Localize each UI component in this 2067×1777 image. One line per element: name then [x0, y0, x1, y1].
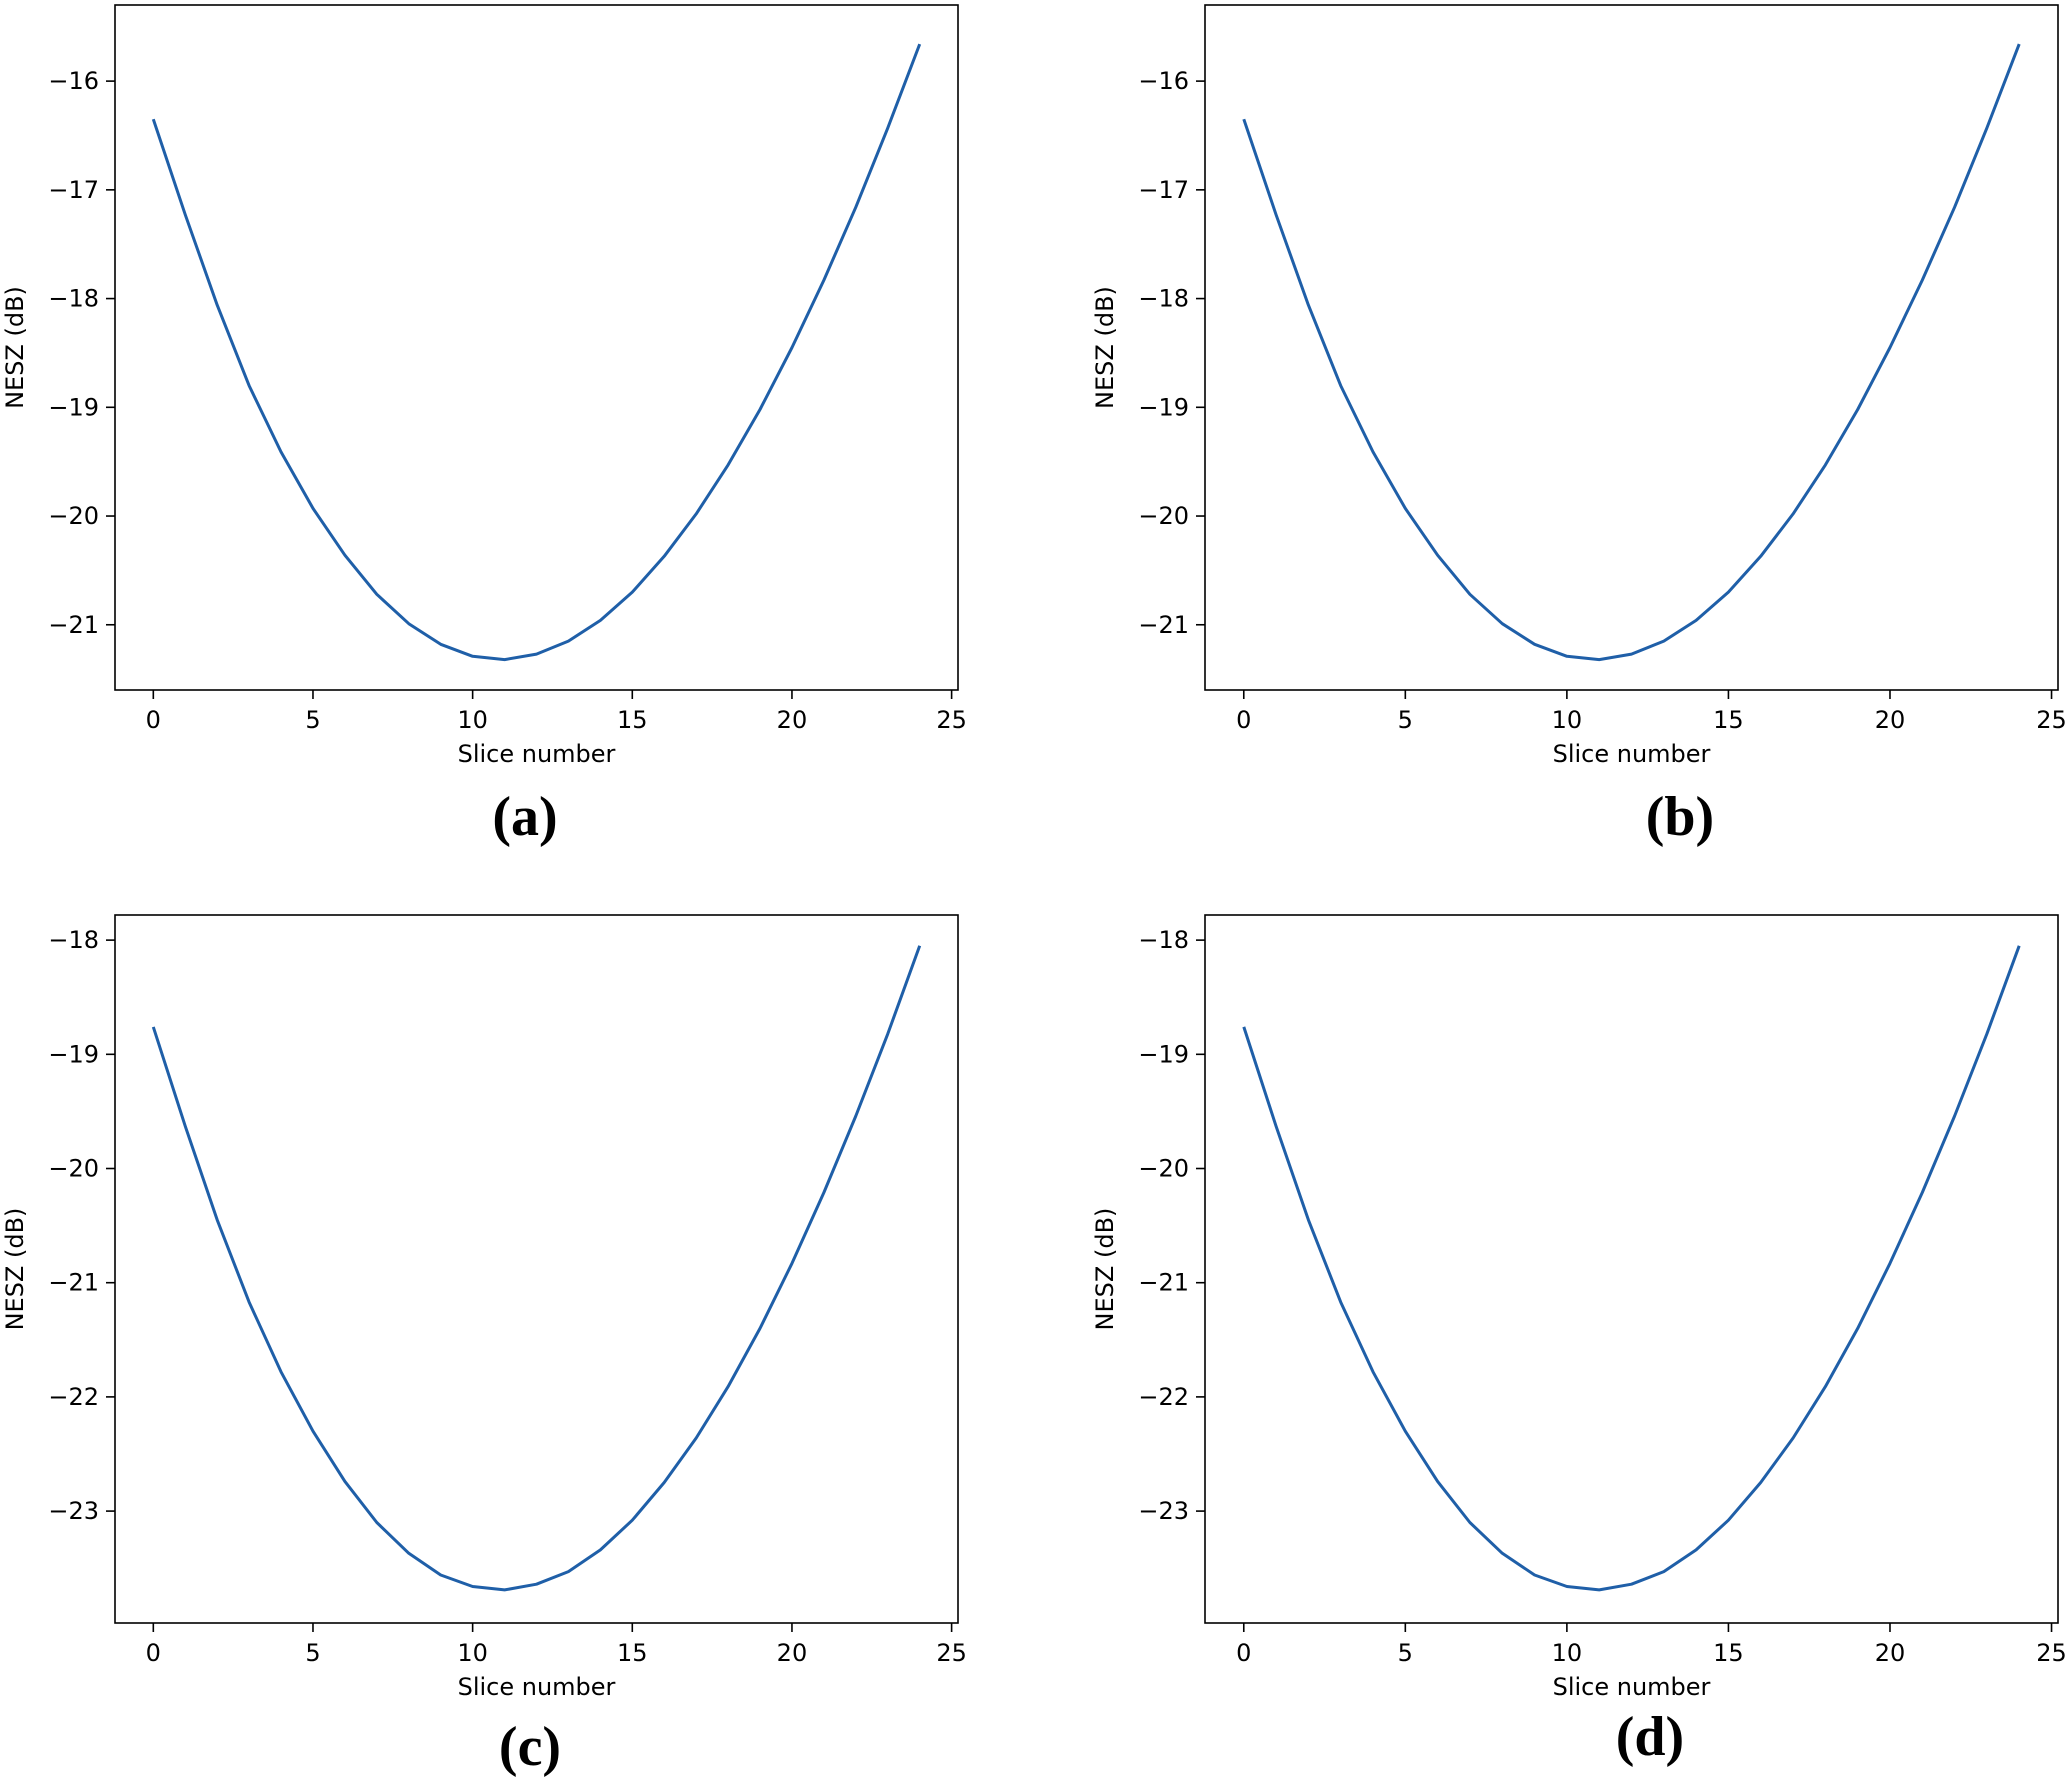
- y-tick-label: −23: [48, 1497, 99, 1525]
- y-tick-label: −17: [48, 176, 99, 204]
- y-axis-label: NESZ (dB): [1091, 286, 1119, 409]
- x-axis-label: Slice number: [458, 740, 616, 768]
- x-tick-label: 0: [146, 1639, 161, 1667]
- x-tick-label: 10: [457, 1639, 488, 1667]
- y-tick-label: −23: [1138, 1497, 1189, 1525]
- y-tick-label: −21: [48, 611, 99, 639]
- x-axis-label: Slice number: [458, 1673, 616, 1701]
- x-tick-label: 0: [146, 706, 161, 734]
- y-tick-label: −20: [48, 502, 99, 530]
- plot-frame: [1204, 4, 2059, 691]
- x-tick-label: 10: [1552, 1639, 1583, 1667]
- x-tick-label: 25: [2036, 706, 2067, 734]
- y-tick-label: −16: [48, 67, 99, 95]
- x-tick-label: 5: [1398, 1639, 1413, 1667]
- series-line: [1242, 945, 2021, 1592]
- x-tick-label: 5: [1398, 706, 1413, 734]
- y-tick-label: −21: [48, 1269, 99, 1297]
- y-axis-label: NESZ (dB): [1, 286, 29, 409]
- y-tick-label: −21: [1138, 1269, 1189, 1297]
- panel-label: (b): [1646, 786, 1714, 848]
- plot-frame: [114, 914, 959, 1624]
- x-tick-label: 10: [1552, 706, 1583, 734]
- x-tick-label: 5: [305, 706, 320, 734]
- y-tick-label: −18: [48, 926, 99, 954]
- x-tick-label: 0: [1236, 1639, 1251, 1667]
- series-line: [151, 43, 922, 662]
- x-tick-label: 15: [617, 706, 648, 734]
- y-tick-label: −20: [48, 1155, 99, 1183]
- series-line: [1242, 43, 2021, 662]
- x-tick-label: 15: [1713, 706, 1744, 734]
- x-tick-label: 10: [457, 706, 488, 734]
- x-tick-label: 15: [617, 1639, 648, 1667]
- y-tick-label: −22: [48, 1383, 99, 1411]
- panel-label: (c): [499, 1716, 561, 1777]
- y-axis-label: NESZ (dB): [1091, 1208, 1119, 1331]
- y-tick-label: −19: [48, 393, 99, 421]
- panel-label: (d): [1616, 1706, 1684, 1768]
- x-axis-label: Slice number: [1553, 1673, 1711, 1701]
- x-tick-label: 25: [2036, 1639, 2067, 1667]
- y-tick-label: −18: [48, 285, 99, 313]
- x-tick-label: 25: [936, 706, 967, 734]
- panel-label: (a): [492, 786, 557, 848]
- plot-frame: [114, 4, 959, 691]
- y-tick-label: −19: [1138, 393, 1189, 421]
- y-tick-label: −21: [1138, 611, 1189, 639]
- y-tick-label: −16: [1138, 67, 1189, 95]
- y-tick-label: −18: [1138, 285, 1189, 313]
- x-tick-label: 15: [1713, 1639, 1744, 1667]
- x-tick-label: 20: [1875, 1639, 1906, 1667]
- y-tick-label: −20: [1138, 1155, 1189, 1183]
- plot-frame: [1204, 914, 2059, 1624]
- x-tick-label: 20: [777, 706, 808, 734]
- y-tick-label: −20: [1138, 502, 1189, 530]
- y-axis-label: NESZ (dB): [1, 1208, 29, 1331]
- y-tick-label: −18: [1138, 926, 1189, 954]
- y-tick-label: −19: [1138, 1040, 1189, 1068]
- y-tick-label: −17: [1138, 176, 1189, 204]
- series-line: [151, 945, 922, 1592]
- x-tick-label: 5: [305, 1639, 320, 1667]
- x-tick-label: 20: [777, 1639, 808, 1667]
- x-tick-label: 20: [1875, 706, 1906, 734]
- x-axis-label: Slice number: [1553, 740, 1711, 768]
- chart-panel-d: 0 5 10 15 20 25 −18 −19 −20 −21 −22 −23 Slice number…: [1091, 914, 2067, 1768]
- y-tick-label: −22: [1138, 1383, 1189, 1411]
- chart-panel-b: 0 5 10 15 20 25 −16 −17 −18 −19 −20 −21 Slice number…: [1091, 4, 2067, 848]
- y-tick-label: −19: [48, 1040, 99, 1068]
- x-tick-label: 25: [936, 1639, 967, 1667]
- chart-panel-a: 0 5 10 15 20 25 −16 −17 −18 −19 −20 −21 Slice number…: [1, 4, 967, 848]
- chart-panel-c: 0 5 10 15 20 25 −18 −19 −20 −21 −22 −23 Slice number…: [1, 914, 967, 1777]
- x-tick-label: 0: [1236, 706, 1251, 734]
